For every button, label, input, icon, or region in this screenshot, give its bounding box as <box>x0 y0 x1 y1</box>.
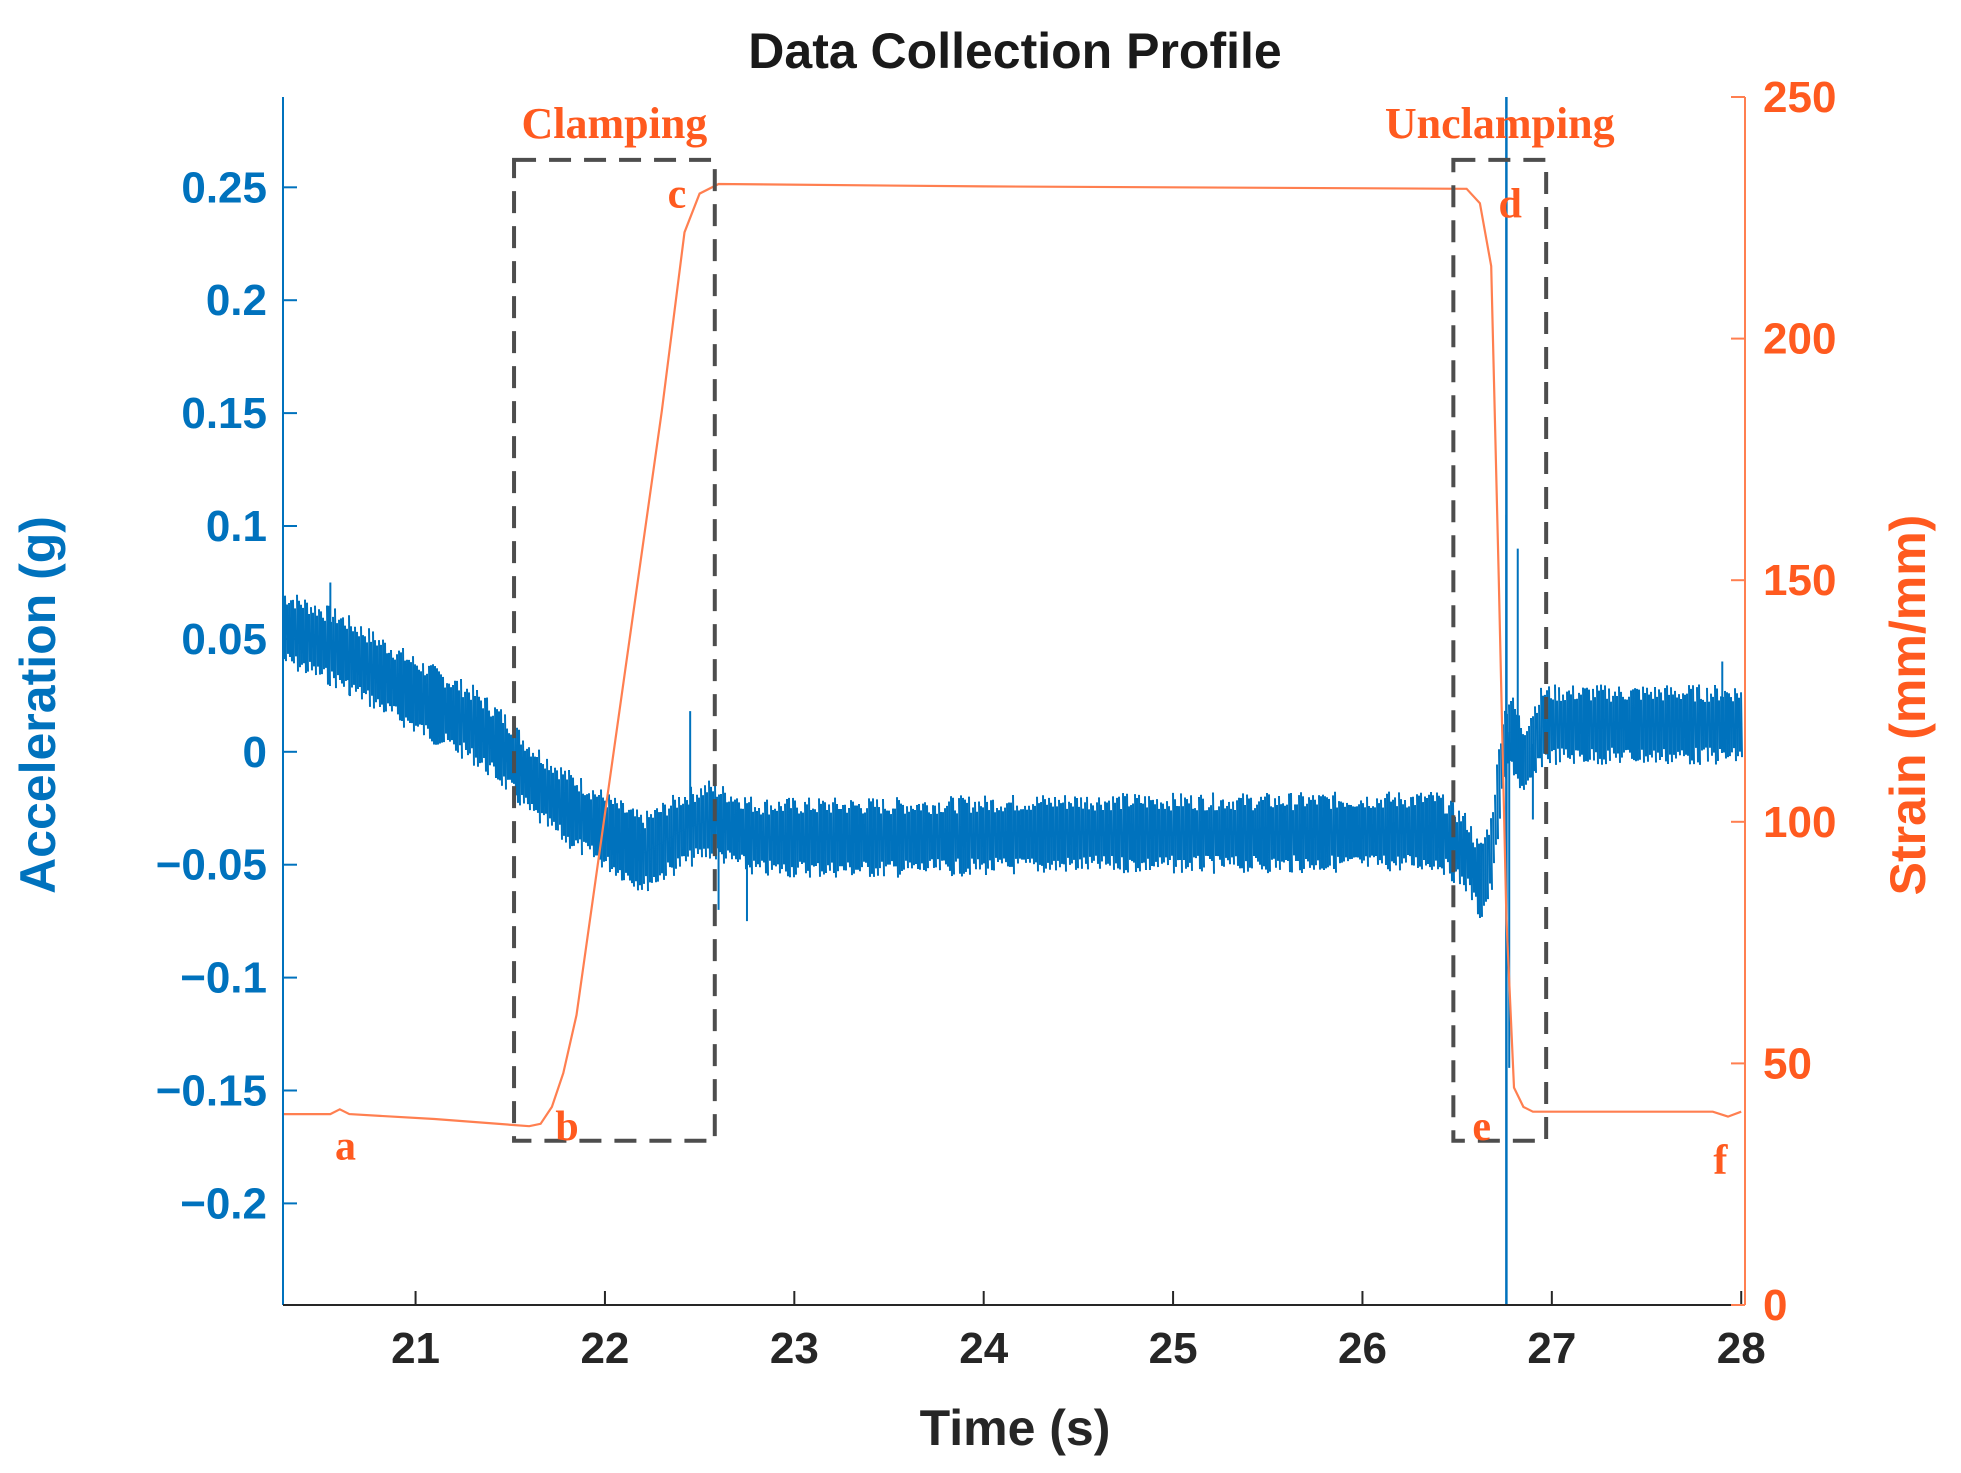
x-tick-label: 27 <box>1527 1324 1576 1373</box>
point-annotation: d <box>1498 181 1521 227</box>
y-left-tick-label: 0.05 <box>181 615 267 664</box>
y-right-tick-label: 50 <box>1763 1039 1812 1088</box>
y-right-tick-label: 250 <box>1763 73 1836 122</box>
region-box-clamping <box>512 157 717 1143</box>
plot-area: Clamping Unclamping a b c d e f <box>282 97 1743 1305</box>
x-tick-label: 22 <box>580 1324 629 1373</box>
point-annotation: b <box>555 1104 578 1150</box>
y-left-tick-label: −0.1 <box>180 954 267 1003</box>
acceleration-series <box>282 594 1743 919</box>
axes: 21 22 23 24 25 26 27 28 0.25 0.2 0.15 0.1 0.05 0 −0.05… <box>156 73 1837 1373</box>
y-left-tick-label: −0.15 <box>156 1066 267 1115</box>
strain-series <box>283 182 1742 1128</box>
y-right-tick-label: 150 <box>1763 556 1836 605</box>
y-right-tick-label: 200 <box>1763 315 1836 364</box>
region-label-unclamping: Unclamping <box>1385 99 1615 148</box>
x-tick-label: 28 <box>1717 1324 1766 1373</box>
point-annotation: a <box>335 1124 356 1170</box>
point-annotation: e <box>1472 1104 1491 1150</box>
x-tick-label: 24 <box>959 1324 1008 1373</box>
y-left-tick-label: 0.25 <box>181 163 267 212</box>
y-left-tick-label: 0 <box>243 728 267 777</box>
y-left-tick-label: −0.2 <box>180 1179 267 1228</box>
region-box-unclamping <box>1451 157 1549 1143</box>
x-tick-label: 26 <box>1338 1324 1387 1373</box>
y-left-tick-label: 0.2 <box>206 276 267 325</box>
y-right-tick-label: 100 <box>1763 798 1836 847</box>
y-left-axis-label: Acceleration (g) <box>10 516 66 894</box>
x-axis-label: Time (s) <box>920 1400 1111 1456</box>
point-annotation: c <box>668 172 687 218</box>
y-left-tick-label: 0.15 <box>181 389 267 438</box>
y-right-tick-label: 0 <box>1763 1281 1787 1330</box>
y-left-tick-label: −0.05 <box>156 841 267 890</box>
x-tick-label: 23 <box>770 1324 819 1373</box>
y-left-tick-label: 0.1 <box>206 502 267 551</box>
point-annotation: f <box>1713 1138 1728 1184</box>
region-label-clamping: Clamping <box>521 99 707 148</box>
x-tick-label: 25 <box>1149 1324 1198 1373</box>
y-right-axis-label: Strain (mm/mm) <box>1880 515 1936 896</box>
x-tick-label: 21 <box>391 1324 440 1373</box>
chart-title: Data Collection Profile <box>748 23 1281 79</box>
